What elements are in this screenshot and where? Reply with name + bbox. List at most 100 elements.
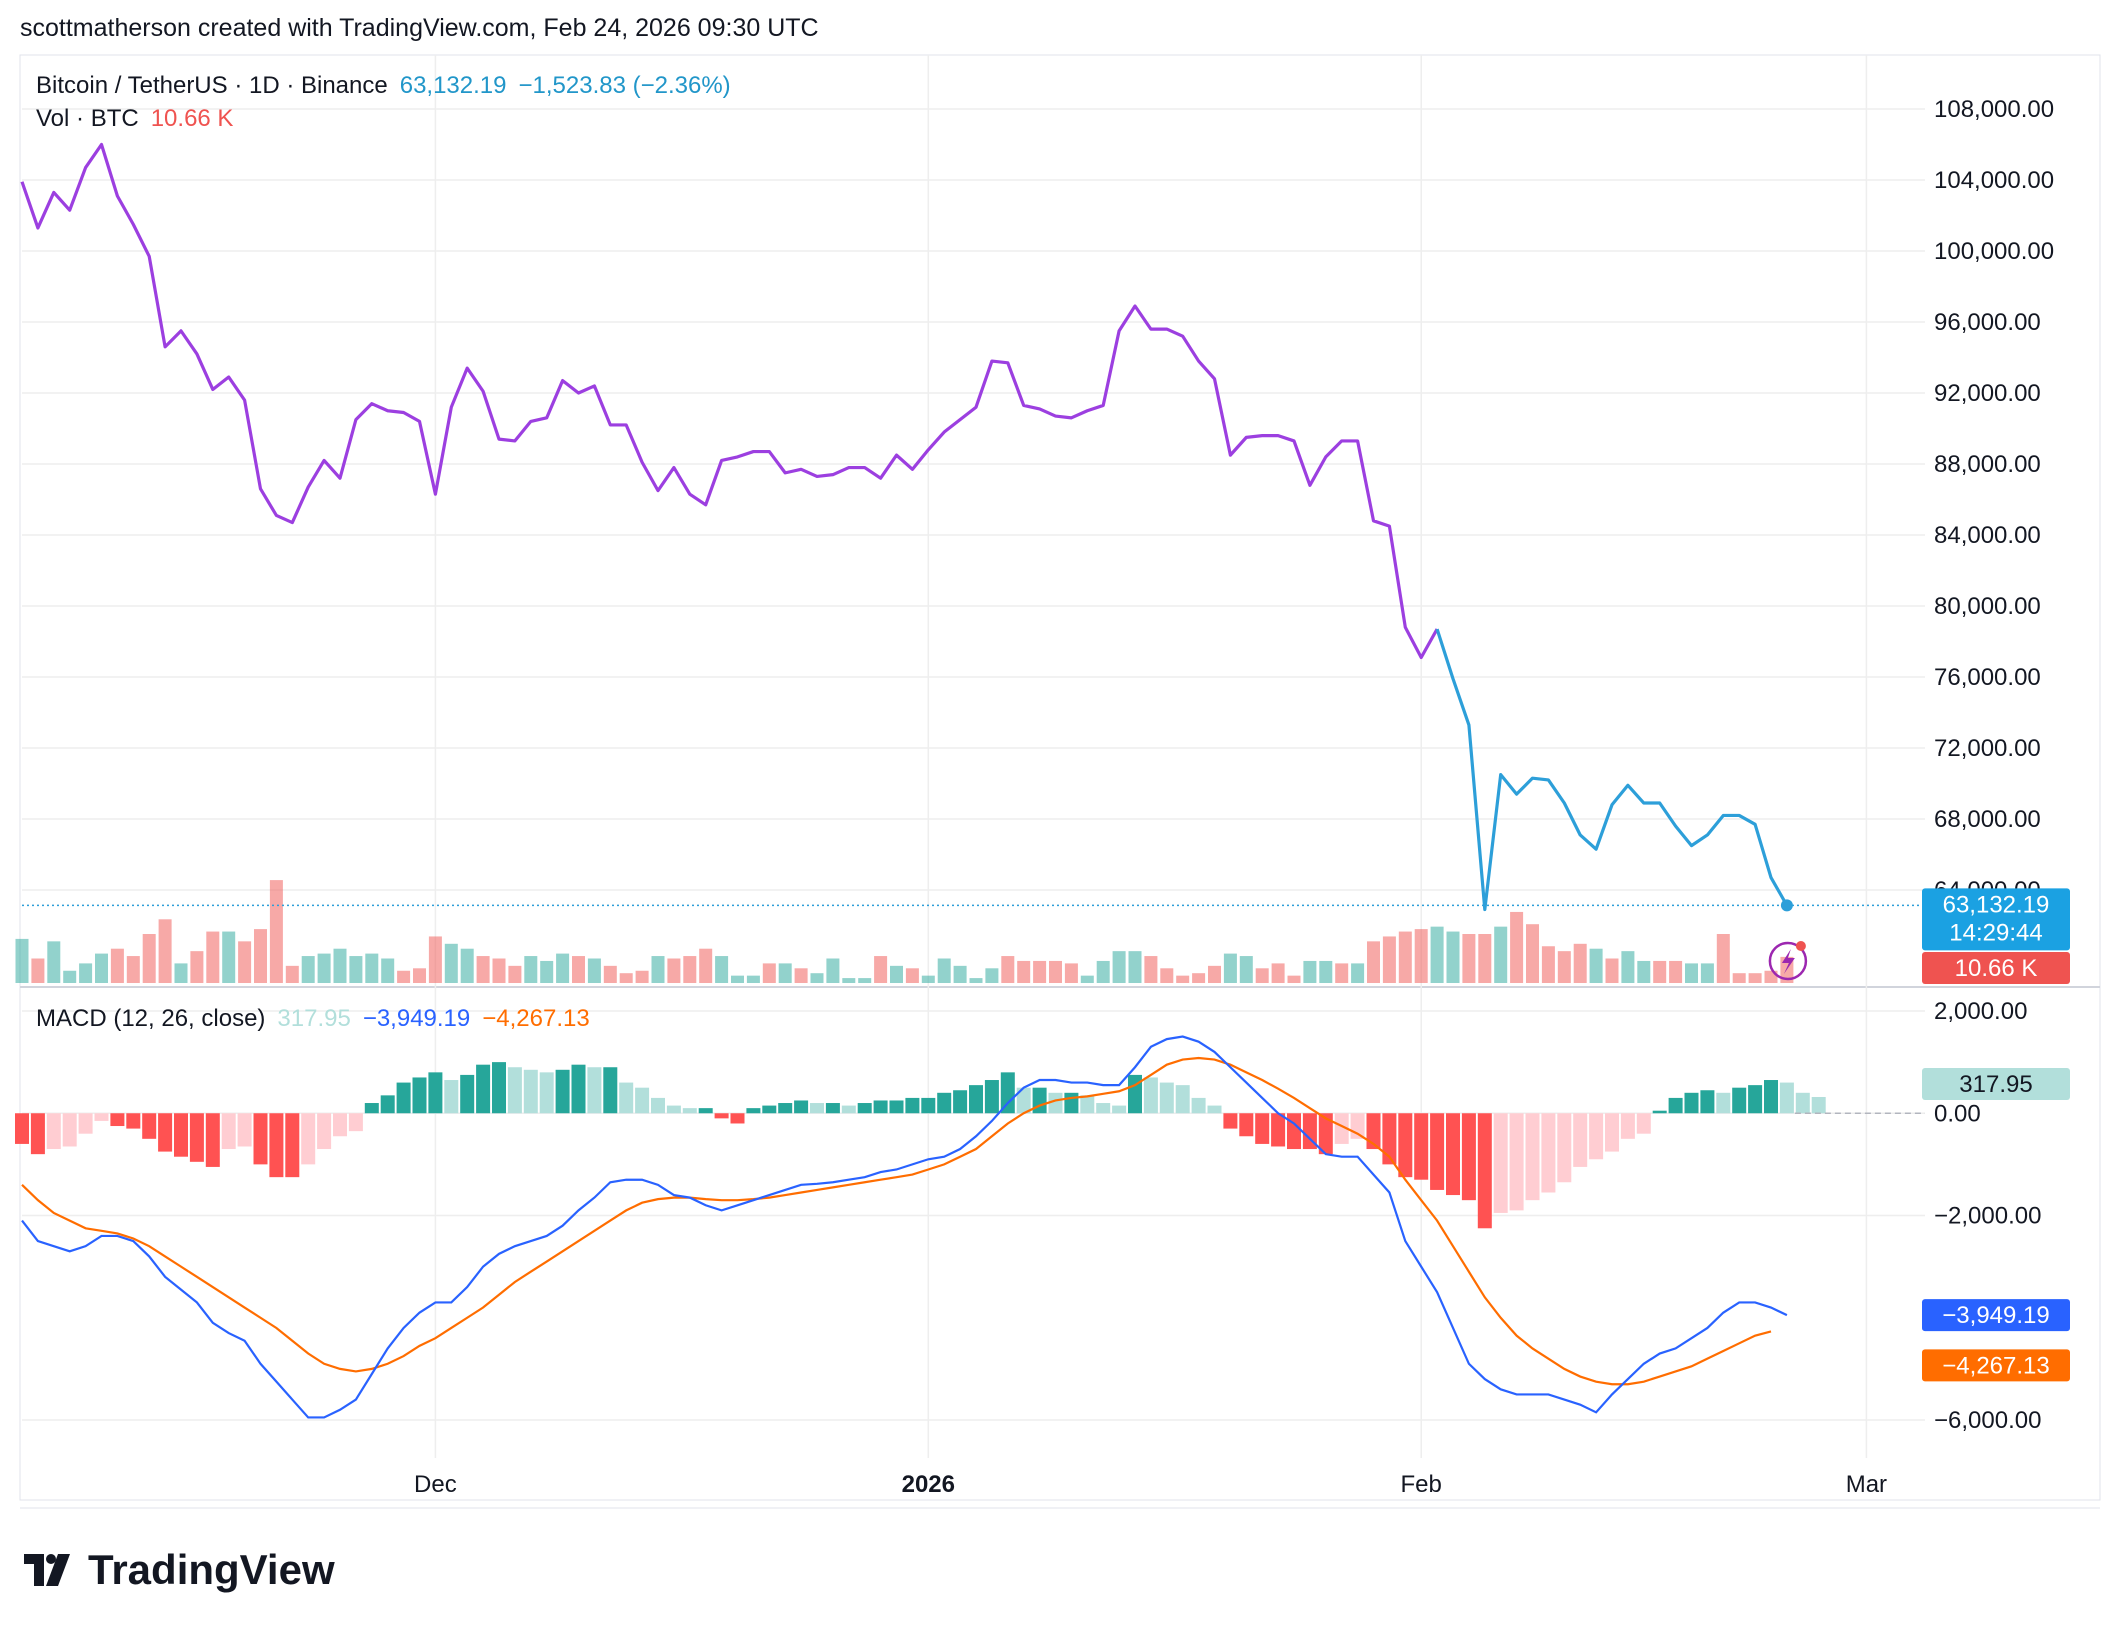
volume-bar <box>1446 931 1460 983</box>
histogram-bar <box>1048 1092 1063 1114</box>
histogram-bar <box>1064 1092 1079 1114</box>
volume-bar <box>1223 953 1237 983</box>
volume-bar <box>1335 963 1349 983</box>
histogram-bar <box>189 1113 204 1162</box>
histogram-bar <box>1334 1113 1349 1144</box>
x-tick-label: Feb <box>1401 1471 1442 1498</box>
price-tick-label: 92,000.00 <box>1934 380 2041 407</box>
histogram-bar <box>237 1113 252 1147</box>
signal-badge: −4,267.13 <box>1922 1349 2070 1382</box>
histogram-bar <box>1430 1113 1445 1190</box>
volume-bar <box>826 958 840 983</box>
volume-bar <box>317 953 331 983</box>
histogram-bar <box>555 1069 570 1114</box>
signal-line <box>21 1056 1772 1386</box>
volume-bar <box>1685 963 1698 983</box>
histogram-bar <box>46 1113 61 1150</box>
macd-badge-bg <box>1922 1299 2070 1332</box>
volume-bar <box>985 968 999 983</box>
histogram-bar <box>1032 1087 1047 1114</box>
macd-histogram <box>15 1062 1925 1229</box>
flash-bolt-icon <box>1781 949 1795 974</box>
histogram-bar <box>1128 1074 1142 1114</box>
histogram-bar <box>1207 1105 1222 1114</box>
volume-bar <box>524 956 538 983</box>
volume-bar <box>746 975 760 983</box>
histogram-bar <box>1175 1085 1190 1114</box>
volume-bar <box>1541 946 1555 983</box>
macd-tick-label: 0.00 <box>1934 1100 1981 1127</box>
volume-bar <box>381 958 395 983</box>
volume-bar <box>1669 960 1683 983</box>
histogram-bar <box>984 1080 999 1114</box>
volume-bar <box>492 958 506 983</box>
histogram-bar <box>1287 1113 1301 1150</box>
histogram-bar <box>1557 1113 1572 1183</box>
tradingview-logo[interactable]: TradingView <box>24 1546 335 1594</box>
histogram-bar <box>587 1067 602 1114</box>
grid-lines <box>19 54 2101 1509</box>
histogram-bar <box>1811 1096 1826 1114</box>
macd-line <box>21 1035 1788 1419</box>
volume-bar <box>1351 963 1365 983</box>
macd-label[interactable]: MACD (12, 26, close) <box>36 1005 266 1032</box>
volume-bar <box>1112 951 1126 983</box>
histogram-bar <box>1446 1113 1460 1196</box>
symbol-name[interactable]: Bitcoin / TetherUS · 1D · Binance <box>36 72 388 99</box>
histogram-bar <box>1255 1113 1270 1144</box>
volume-bar <box>206 931 220 983</box>
histogram-bar <box>1477 1113 1492 1229</box>
volume-label[interactable]: Vol · BTC <box>36 105 139 132</box>
price-badge-text: 63,132.19 <box>1943 891 2050 918</box>
histogram-bar <box>380 1095 395 1114</box>
histogram-bar <box>396 1082 411 1114</box>
histogram-bar <box>1112 1105 1127 1114</box>
volume-bar <box>413 968 426 983</box>
price-tick-label: 100,000.00 <box>1934 238 2054 265</box>
histogram-bar <box>1700 1090 1715 1114</box>
volume-bar <box>1144 956 1158 983</box>
price-tick-label: 96,000.00 <box>1934 309 2041 336</box>
volume-bar <box>31 958 45 983</box>
symbol-legend: Bitcoin / TetherUS · 1D · Binance 63,132.… <box>36 72 731 100</box>
volume-bar <box>1526 924 1539 983</box>
histogram-bar <box>619 1082 634 1114</box>
volume-bar <box>301 956 315 983</box>
price-tick-label: 80,000.00 <box>1934 593 2041 620</box>
histogram-bar <box>317 1113 332 1150</box>
histogram-bar <box>762 1105 777 1114</box>
histogram-bar <box>1716 1092 1731 1114</box>
histogram-bar <box>1191 1097 1206 1114</box>
volume-bar <box>715 956 729 983</box>
histogram-bar <box>810 1103 824 1114</box>
chart-header: scottmatherson created with TradingView.… <box>20 14 819 42</box>
volume-bar <box>587 958 601 983</box>
volume-bar <box>953 965 967 983</box>
histogram-bar <box>1382 1113 1397 1165</box>
histogram-bar <box>921 1097 936 1114</box>
histogram-bar <box>937 1092 952 1114</box>
volume-bar <box>1001 956 1015 983</box>
histogram-bar <box>142 1113 157 1139</box>
volume-bar <box>778 963 792 983</box>
histogram-bar <box>889 1100 904 1114</box>
histogram-bar <box>1398 1113 1413 1178</box>
histogram-bar <box>1016 1087 1031 1114</box>
volume-bar <box>1080 975 1094 983</box>
volume-bar <box>667 958 681 983</box>
volume-badge-text: 10.66 K <box>1955 955 2038 982</box>
macd-tick-label: 2,000.00 <box>1934 998 2027 1025</box>
macd-tick-label: −2,000.00 <box>1934 1203 2041 1230</box>
histogram-bar <box>301 1113 316 1165</box>
histogram-bar <box>428 1072 443 1114</box>
histogram-bar <box>253 1113 268 1165</box>
volume-bar <box>1128 951 1142 983</box>
volume-bar <box>254 929 267 983</box>
histogram-bar <box>78 1113 93 1134</box>
volume-bar <box>1557 951 1571 983</box>
volume-bar <box>15 938 29 983</box>
volume-bar <box>635 970 649 983</box>
histogram-bar <box>1668 1097 1683 1114</box>
